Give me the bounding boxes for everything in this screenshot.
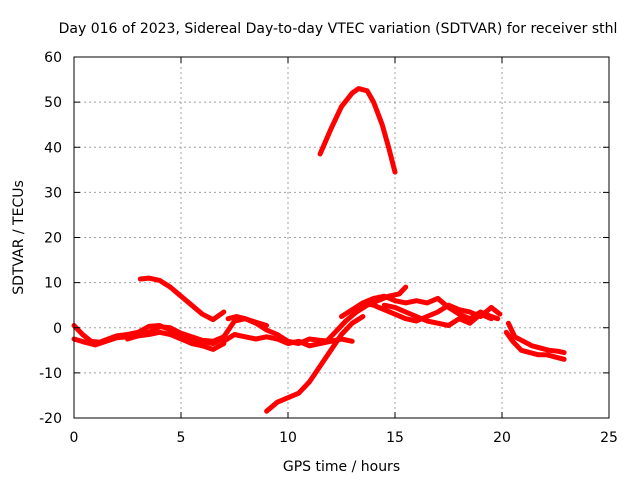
chart-title: Day 016 of 2023, Sidereal Day-to-day VTE…	[59, 21, 618, 37]
y-tick-label: 10	[44, 276, 62, 292]
y-tick-label: 40	[44, 140, 62, 156]
y-tick-label: 20	[44, 231, 62, 247]
series-line-track-3	[137, 275, 227, 323]
x-tick-label: 10	[279, 430, 297, 446]
series-line-track-6	[225, 314, 334, 346]
y-axis-label: SDTVAR / TECUs	[11, 180, 27, 295]
x-axis-label: GPS time / hours	[283, 459, 400, 475]
x-tick-label: 20	[493, 430, 511, 446]
y-tick-label: 50	[44, 95, 62, 111]
series-line-track-14	[503, 329, 567, 362]
x-tick-label: 15	[386, 430, 404, 446]
x-tick-label: 5	[177, 430, 186, 446]
x-tick-label: 25	[600, 430, 618, 446]
y-tick-label: -10	[39, 366, 62, 382]
y-tick-label: -20	[39, 411, 62, 427]
tick-layer: 0 5 10 15 20 25 -20 -10 0 10 20 30 40 50 60	[39, 50, 618, 446]
series-line-track-8	[264, 314, 366, 414]
grid-layer	[74, 57, 609, 418]
series-line-track-12	[381, 302, 494, 328]
y-tick-label: 30	[44, 185, 62, 201]
series-line-track-13	[505, 320, 567, 356]
y-tick-label: 0	[53, 321, 62, 337]
x-tick-label: 0	[70, 430, 79, 446]
series-layer	[71, 86, 567, 414]
y-tick-label: 60	[44, 50, 62, 66]
series-line-track-7	[317, 86, 398, 175]
